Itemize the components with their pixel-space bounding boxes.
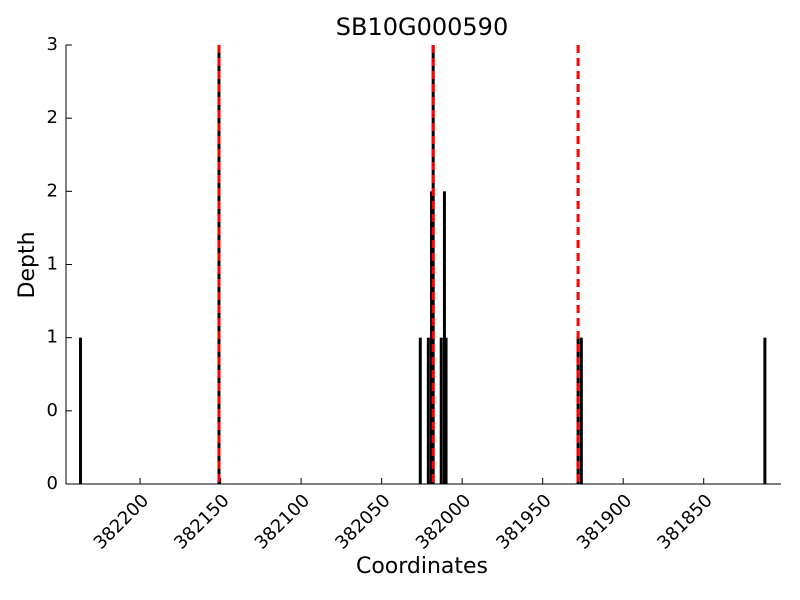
y-tick-label: 0 [47,473,58,494]
bar [763,337,767,484]
x-tick-label: 381900 [573,490,636,553]
bar [579,337,583,484]
bar [426,337,430,484]
bar [78,337,82,484]
y-tick-label: 2 [47,180,58,201]
y-tick-label: 2 [47,107,58,128]
y-tick-label: 1 [47,254,58,275]
bar [444,337,448,484]
y-tick-label: 1 [47,327,58,348]
x-tick-label: 382050 [331,490,394,553]
bar [217,45,221,484]
y-tick-label: 3 [47,34,58,55]
bar [431,45,435,484]
x-axis-label: Coordinates [356,554,488,579]
chart-title: SB10G000590 [336,13,508,41]
y-axis-label: Depth [15,231,40,298]
x-tick-label: 382000 [412,490,475,553]
bar [430,191,434,485]
x-tick-label: 382150 [170,490,233,553]
x-tick-label: 382200 [90,490,153,553]
x-tick-label: 381950 [492,490,555,553]
bar [439,337,443,484]
bar [442,191,446,485]
y-tick-label: 0 [47,400,58,421]
x-tick-label: 381850 [653,490,716,553]
bar [418,337,422,484]
x-tick-label: 382100 [251,490,314,553]
